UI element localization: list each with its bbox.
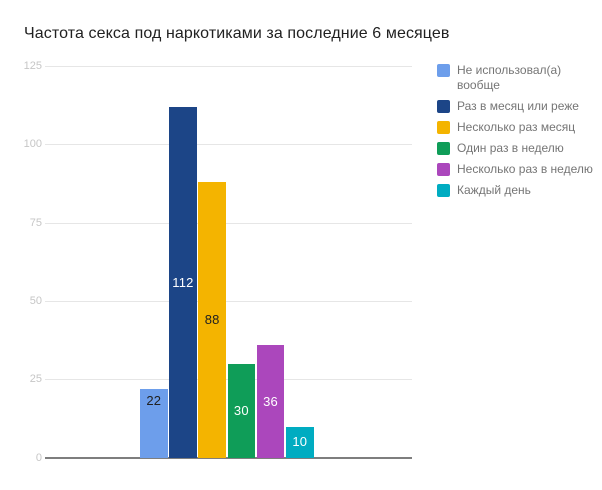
gridline — [45, 222, 412, 224]
bar-value-label: 10 — [292, 434, 308, 450]
chart-title: Частота секса под наркотиками за последн… — [24, 25, 450, 42]
bar-value-label: 36 — [263, 393, 278, 409]
bar-value-label: 30 — [233, 403, 249, 419]
legend-item-2: Раз в месяц или реже — [437, 99, 593, 114]
legend-color-swatch-icon — [437, 142, 450, 155]
bar-5[interactable]: 36 — [256, 345, 285, 458]
legend-item-label: Каждый день — [457, 183, 531, 197]
legend-item-4: Один раз в неделю — [437, 141, 593, 156]
bar-4[interactable]: 30 — [227, 364, 256, 458]
gridline — [45, 300, 412, 302]
legend-item-label: Один раз в неделю — [457, 141, 564, 155]
legend-color-swatch-icon — [437, 121, 450, 134]
legend-item-label: Не использовал(а) вообще — [457, 63, 562, 92]
legend-item-3: Несколько раз месяц — [437, 120, 593, 135]
bar-value-label: 112 — [172, 274, 194, 290]
y-axis-tick-label: 125 — [23, 60, 42, 73]
bar-value-label: 88 — [204, 312, 220, 328]
legend-item-6: Каждый день — [437, 183, 593, 198]
legend-item-1: Не использовал(а) вообще — [437, 63, 593, 93]
legend: Не использовал(а) вообще Раз в месяц или … — [437, 63, 593, 198]
bar-value-label: 22 — [146, 393, 162, 409]
y-axis-tick-label: 75 — [29, 216, 42, 229]
legend-color-swatch-icon — [437, 64, 450, 77]
y-axis-tick-label: 100 — [23, 138, 42, 151]
bar-2[interactable]: 112 — [169, 107, 197, 458]
y-axis-tick-label: 25 — [29, 373, 42, 386]
legend-item-5: Несколько раз в неделю — [437, 162, 593, 177]
bar-1[interactable]: 22 — [140, 389, 168, 458]
gridline — [45, 66, 412, 68]
legend-color-swatch-icon — [437, 184, 450, 197]
bar-6[interactable]: 10 — [286, 426, 314, 458]
legend-item-label: Несколько раз месяц — [457, 120, 576, 134]
legend-item-label: Несколько раз в неделю — [457, 162, 593, 176]
bar-3[interactable]: 88 — [198, 182, 226, 458]
legend-item-label: Раз в месяц или реже — [457, 99, 579, 113]
x-axis-baseline — [45, 457, 412, 459]
gridline — [45, 144, 412, 146]
y-axis-tick-label: 0 — [35, 451, 42, 464]
y-axis-tick-label: 50 — [29, 294, 42, 307]
legend-color-swatch-icon — [437, 100, 450, 113]
legend-color-swatch-icon — [437, 163, 450, 176]
